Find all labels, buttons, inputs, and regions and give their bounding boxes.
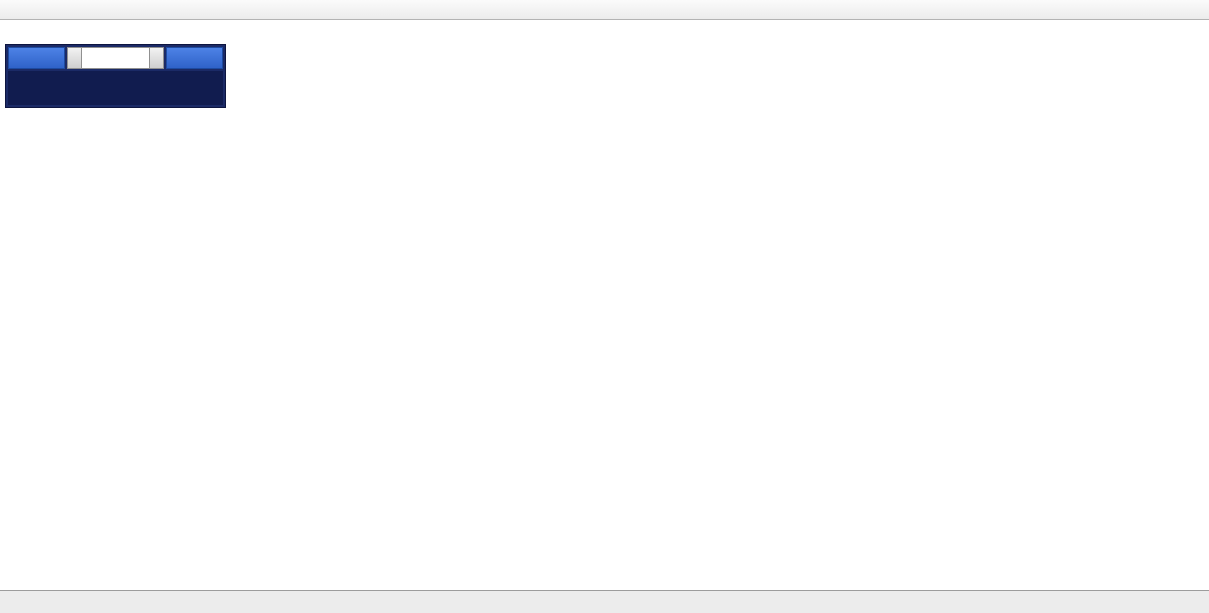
volume-stepper: [67, 47, 164, 69]
volume-increase-button[interactable]: [149, 47, 164, 69]
trade-prices-row: [8, 71, 223, 105]
buy-price[interactable]: [116, 71, 224, 105]
rsi-label-line: [6, 489, 16, 501]
sell-button[interactable]: [8, 47, 65, 69]
symbol-ohlc-line: [6, 25, 29, 37]
trade-controls-row: [8, 47, 223, 69]
chart-tab-bar: [0, 590, 1209, 613]
macd-label-line: [6, 422, 21, 434]
volume-input[interactable]: [82, 47, 149, 69]
timeframe-toolbar: [0, 0, 1209, 20]
one-click-trading-panel: [5, 44, 226, 108]
volume-decrease-button[interactable]: [67, 47, 82, 69]
buy-button[interactable]: [166, 47, 223, 69]
sell-price[interactable]: [8, 71, 116, 105]
